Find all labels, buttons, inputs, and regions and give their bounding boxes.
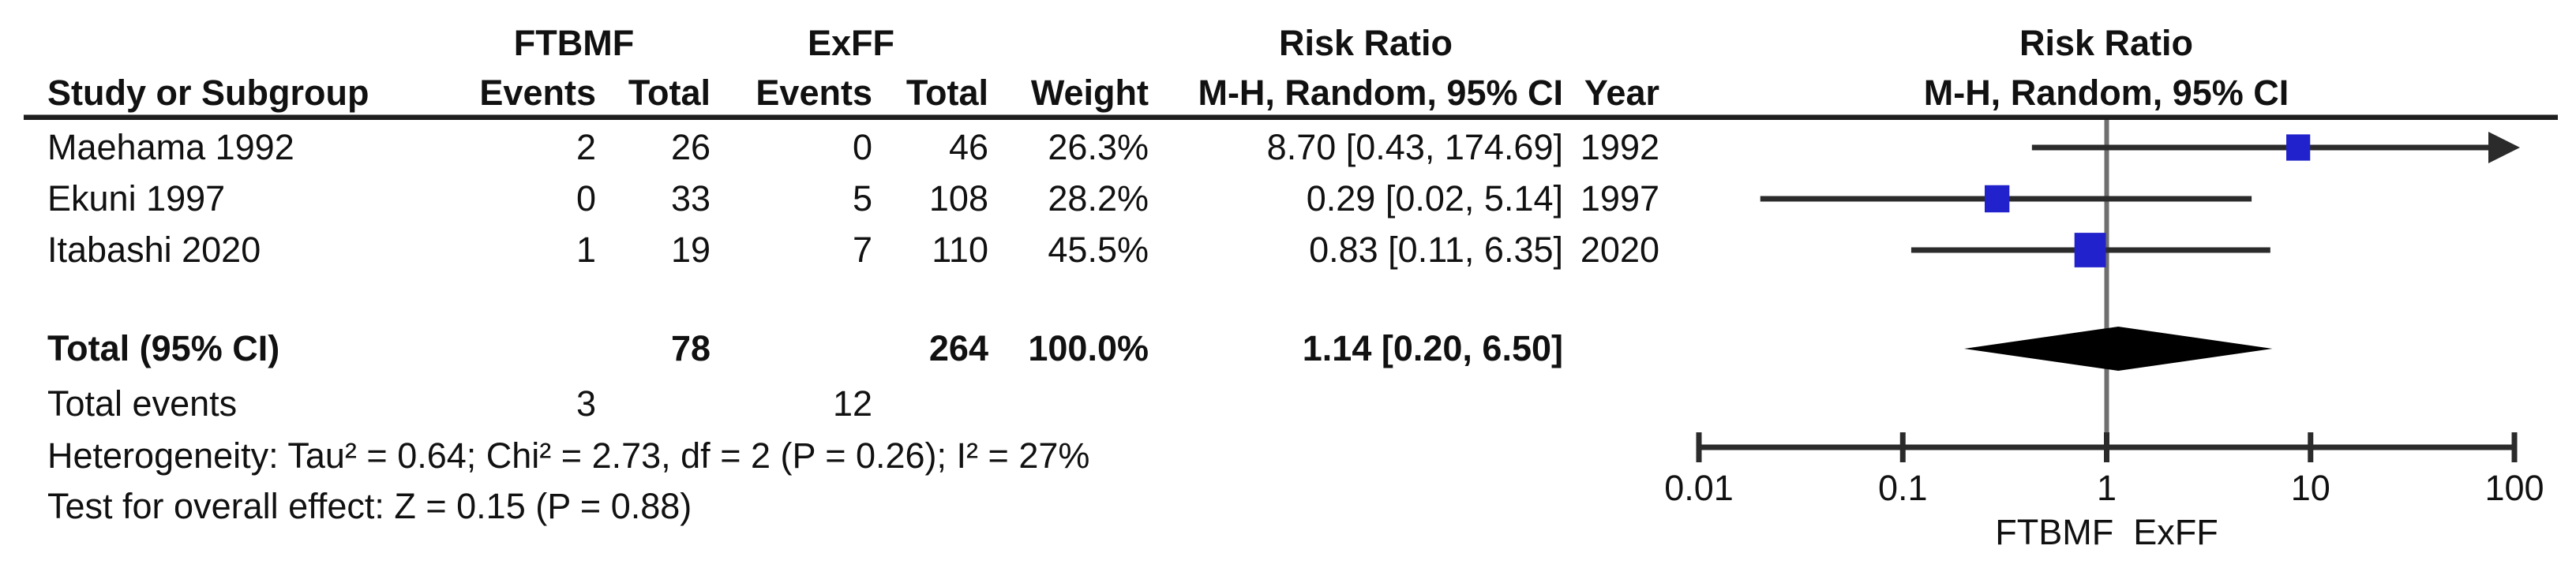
effect-square: [1984, 185, 2010, 213]
risk-ratio-header-left: Risk Ratio: [1278, 23, 1453, 63]
exff-events-value: 0: [852, 127, 872, 167]
ftbmf-total-value: 33: [670, 178, 711, 219]
total-ci-text: 1.14 [0.20, 6.50]: [1302, 328, 1563, 368]
ftbmf-events-value: 0: [576, 178, 596, 219]
axis-tick-label: 100: [2484, 468, 2544, 508]
weight-value: 45.5%: [1048, 230, 1149, 270]
ci-text-value: 0.83 [0.11, 6.35]: [1309, 230, 1563, 270]
weight-value: 26.3%: [1048, 127, 1149, 167]
overall-effect-note: Test for overall effect: Z = 0.15 (P = 0…: [47, 486, 692, 526]
axis-tick-label: 0.1: [1878, 468, 1928, 508]
exff-total-value: 108: [928, 178, 988, 219]
ci-text-value: 8.70 [0.43, 174.69]: [1266, 127, 1563, 167]
ftbmf-total-value: 26: [670, 127, 711, 167]
heterogeneity-note: Heterogeneity: Tau² = 0.64; Chi² = 2.73,…: [47, 435, 1090, 476]
exff-events-value: 7: [852, 230, 872, 270]
ftbmf-total-value: 19: [670, 230, 711, 270]
plot-column-header-ci: M-H, Random, 95% CI: [1923, 73, 2289, 113]
total-events-exff: 12: [832, 383, 872, 424]
column-header-weight: Weight: [1030, 73, 1149, 113]
summary-diamond: [1963, 327, 2273, 371]
axis-tick-label: 0.01: [1664, 468, 1734, 508]
total-events-ftbmf: 3: [576, 383, 596, 424]
exff-total-value: 110: [932, 230, 988, 270]
column-header-study: Study or Subgroup: [47, 73, 369, 113]
column-header-ftbmf-events: Events: [479, 73, 596, 113]
total-weight: 100.0%: [1028, 328, 1149, 368]
effect-square: [2074, 233, 2106, 267]
total-ftbmf-n: 78: [670, 328, 711, 368]
column-header-exff-total: Total: [906, 73, 988, 113]
ci-text-value: 0.29 [0.02, 5.14]: [1306, 178, 1563, 219]
group-header-exff: ExFF: [807, 23, 895, 63]
axis-tick-label: 10: [2291, 468, 2330, 508]
column-header-exff-events: Events: [756, 73, 872, 113]
column-header-ci: M-H, Random, 95% CI: [1198, 73, 1563, 113]
effect-square: [2286, 134, 2311, 161]
exff-total-value: 46: [948, 127, 988, 167]
axis-tick-label: 1: [2097, 468, 2117, 508]
year-value: 1992: [1580, 127, 1659, 167]
exff-events-value: 5: [852, 178, 872, 219]
total-events-label: Total events: [47, 383, 238, 424]
header-rule: [24, 114, 2558, 120]
column-header-year: Year: [1584, 73, 1659, 113]
year-value: 1997: [1580, 178, 1659, 219]
group-header-ftbmf: FTBMF: [513, 23, 635, 63]
ci-arrow-icon: [2488, 132, 2520, 163]
ftbmf-events-value: 1: [576, 230, 596, 270]
total-exff-n: 264: [928, 328, 988, 368]
study-name: Ekuni 1997: [47, 178, 226, 219]
year-value: 2020: [1580, 230, 1659, 270]
study-name: Maehama 1992: [47, 127, 294, 167]
column-header-ftbmf-total: Total: [628, 73, 711, 113]
total-label: Total (95% CI): [47, 328, 280, 368]
ftbmf-events-value: 2: [576, 127, 596, 167]
weight-value: 28.2%: [1048, 178, 1149, 219]
study-name: Itabashi 2020: [47, 230, 261, 270]
axis-caption: FTBMF ExFF: [1995, 512, 2218, 552]
risk-ratio-header-right: Risk Ratio: [2019, 23, 2194, 63]
